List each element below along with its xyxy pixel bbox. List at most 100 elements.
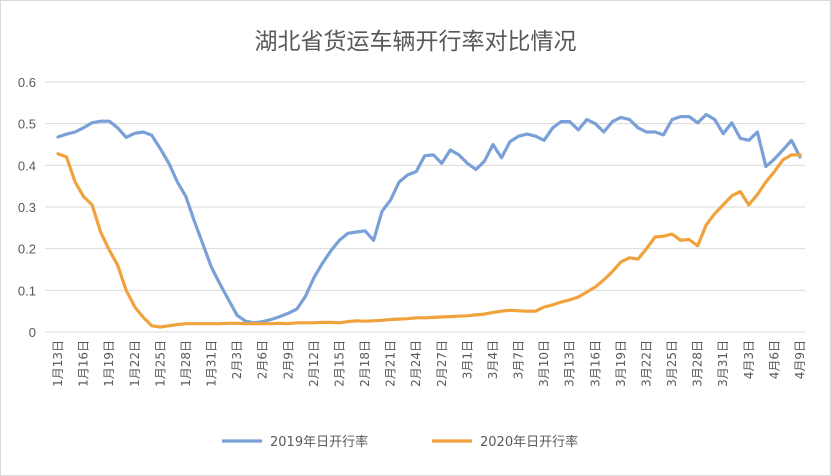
x-tick-label: 3月4日	[486, 340, 500, 379]
data-point	[782, 149, 784, 151]
data-point	[603, 279, 605, 281]
data-point	[415, 171, 417, 173]
y-tick-label: 0.1	[18, 283, 36, 298]
data-point	[526, 310, 528, 312]
data-point	[364, 230, 366, 232]
data-point	[569, 121, 571, 123]
data-point	[91, 122, 93, 124]
data-point	[663, 235, 665, 237]
data-point	[765, 166, 767, 168]
data-point	[159, 326, 161, 328]
data-point	[185, 196, 187, 198]
data-point	[628, 119, 630, 120]
data-point	[390, 319, 392, 320]
data-point	[799, 154, 801, 156]
data-point	[313, 277, 315, 279]
x-tick-label: 4月3日	[742, 340, 756, 379]
data-point	[108, 249, 110, 251]
data-point	[125, 289, 127, 291]
data-point	[381, 319, 383, 321]
data-point	[415, 317, 417, 319]
data-point	[637, 127, 639, 129]
data-point	[83, 127, 85, 129]
data-point	[193, 221, 195, 223]
x-tick-label: 1月22日	[128, 340, 142, 387]
data-point	[134, 132, 136, 134]
data-point	[739, 137, 741, 139]
data-point	[253, 323, 255, 325]
data-point	[518, 135, 520, 137]
x-tick-label: 1月16日	[77, 340, 91, 387]
data-point	[407, 174, 409, 176]
data-point	[211, 323, 213, 325]
legend-label-0: 2019年日开行率	[270, 434, 368, 450]
data-point	[697, 122, 699, 124]
chart-title: 湖北省货运车辆开行率对比情况	[254, 29, 577, 55]
data-point	[705, 114, 707, 115]
data-point	[782, 159, 784, 161]
data-point	[449, 316, 451, 318]
data-point	[739, 191, 741, 193]
data-point	[424, 155, 426, 157]
data-point	[381, 210, 383, 212]
data-point	[168, 162, 170, 164]
data-point	[611, 121, 613, 123]
data-point	[398, 181, 400, 183]
data-point	[560, 121, 562, 123]
data-point	[57, 136, 59, 138]
data-point	[466, 315, 468, 317]
data-point	[296, 322, 298, 324]
data-point	[518, 310, 520, 312]
data-point	[483, 160, 485, 162]
x-tick-label: 2月21日	[384, 340, 398, 387]
data-point	[176, 324, 178, 325]
data-point	[645, 131, 647, 133]
data-point	[134, 306, 136, 308]
x-tick-label: 1月19日	[102, 340, 116, 387]
data-point	[398, 318, 400, 320]
data-point	[219, 283, 221, 285]
data-point	[228, 322, 230, 324]
data-point	[637, 258, 639, 260]
x-tick-label: 2月12日	[307, 340, 321, 387]
data-point	[765, 181, 767, 183]
data-point	[304, 322, 306, 324]
x-tick-label: 2月6日	[256, 340, 270, 379]
data-point	[211, 266, 213, 268]
data-point	[509, 309, 511, 311]
data-point	[586, 119, 588, 120]
data-point	[193, 323, 195, 325]
data-point	[458, 154, 460, 156]
data-point	[799, 156, 801, 158]
data-point	[466, 162, 468, 164]
data-point	[620, 261, 622, 263]
data-point	[100, 231, 102, 233]
data-point	[142, 316, 144, 318]
data-point	[356, 231, 358, 233]
data-point	[714, 213, 716, 215]
data-point	[475, 314, 477, 316]
data-point	[321, 262, 323, 264]
data-point	[236, 322, 238, 324]
data-point	[100, 120, 102, 122]
data-point	[236, 314, 238, 316]
data-point	[628, 257, 630, 259]
data-point	[773, 171, 775, 173]
data-point	[654, 236, 656, 238]
x-tick-label: 3月28日	[691, 340, 705, 387]
data-point	[279, 322, 281, 324]
data-point	[66, 133, 68, 135]
x-tick-label: 2月24日	[409, 340, 423, 387]
series-line-0	[56, 112, 802, 325]
data-point	[492, 144, 494, 145]
data-point	[441, 316, 443, 318]
data-point	[159, 148, 161, 150]
data-point	[552, 127, 554, 129]
data-point	[654, 131, 656, 133]
data-point	[492, 311, 494, 313]
x-tick-label: 3月10日	[537, 340, 551, 387]
data-point	[330, 250, 332, 252]
x-tick-label: 1月31日	[205, 340, 219, 387]
data-point	[91, 204, 93, 206]
data-point	[287, 312, 289, 314]
